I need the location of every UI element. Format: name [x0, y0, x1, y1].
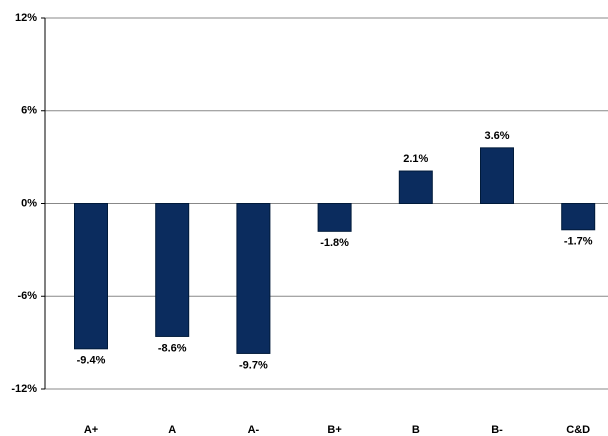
- bar: [480, 147, 514, 205]
- x-tick-label: B: [412, 424, 420, 436]
- x-tick-label: B-: [491, 424, 503, 436]
- value-label: -9.4%: [77, 355, 106, 367]
- x-tick-label: A-: [248, 424, 260, 436]
- bar: [317, 203, 352, 232]
- value-label: -1.7%: [564, 236, 593, 248]
- x-tick-label: A: [168, 424, 176, 436]
- value-label: -8.6%: [158, 342, 187, 354]
- bar: [561, 203, 596, 231]
- value-label: -9.7%: [239, 359, 268, 371]
- bar: [236, 203, 271, 354]
- value-label: 3.6%: [484, 130, 509, 142]
- value-label: -1.8%: [320, 237, 349, 249]
- x-tick-label: A+: [84, 424, 98, 436]
- y-tick-label: -6%: [17, 290, 37, 302]
- y-tick-label: 12%: [15, 12, 37, 24]
- x-tick-label: C&D: [566, 424, 590, 436]
- bar: [398, 170, 433, 205]
- y-tick-label: -12%: [11, 383, 37, 395]
- x-tick-label: B+: [327, 424, 341, 436]
- bar: [155, 203, 190, 337]
- y-tick-label: 0%: [21, 197, 37, 209]
- y-tick-label: 6%: [21, 105, 37, 117]
- value-label: 2.1%: [403, 153, 428, 165]
- bar: [74, 203, 108, 350]
